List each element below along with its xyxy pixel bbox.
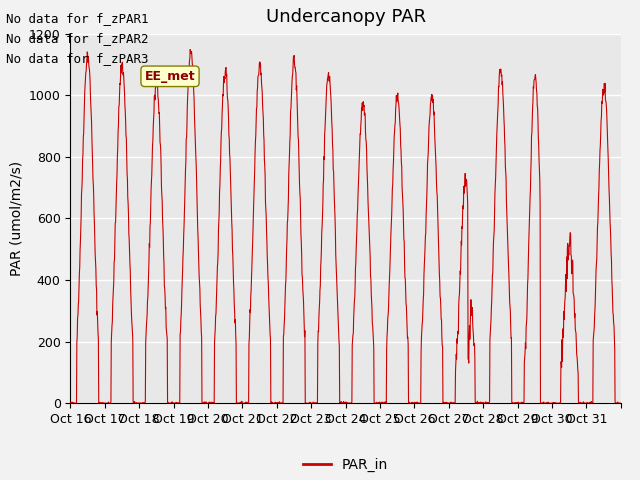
- Y-axis label: PAR (umol/m2/s): PAR (umol/m2/s): [9, 161, 23, 276]
- Legend: PAR_in: PAR_in: [298, 452, 394, 478]
- Text: No data for f_zPAR2: No data for f_zPAR2: [6, 32, 149, 45]
- Text: EE_met: EE_met: [145, 70, 195, 83]
- Text: No data for f_zPAR1: No data for f_zPAR1: [6, 12, 149, 25]
- Title: Undercanopy PAR: Undercanopy PAR: [266, 9, 426, 26]
- Text: No data for f_zPAR3: No data for f_zPAR3: [6, 52, 149, 65]
